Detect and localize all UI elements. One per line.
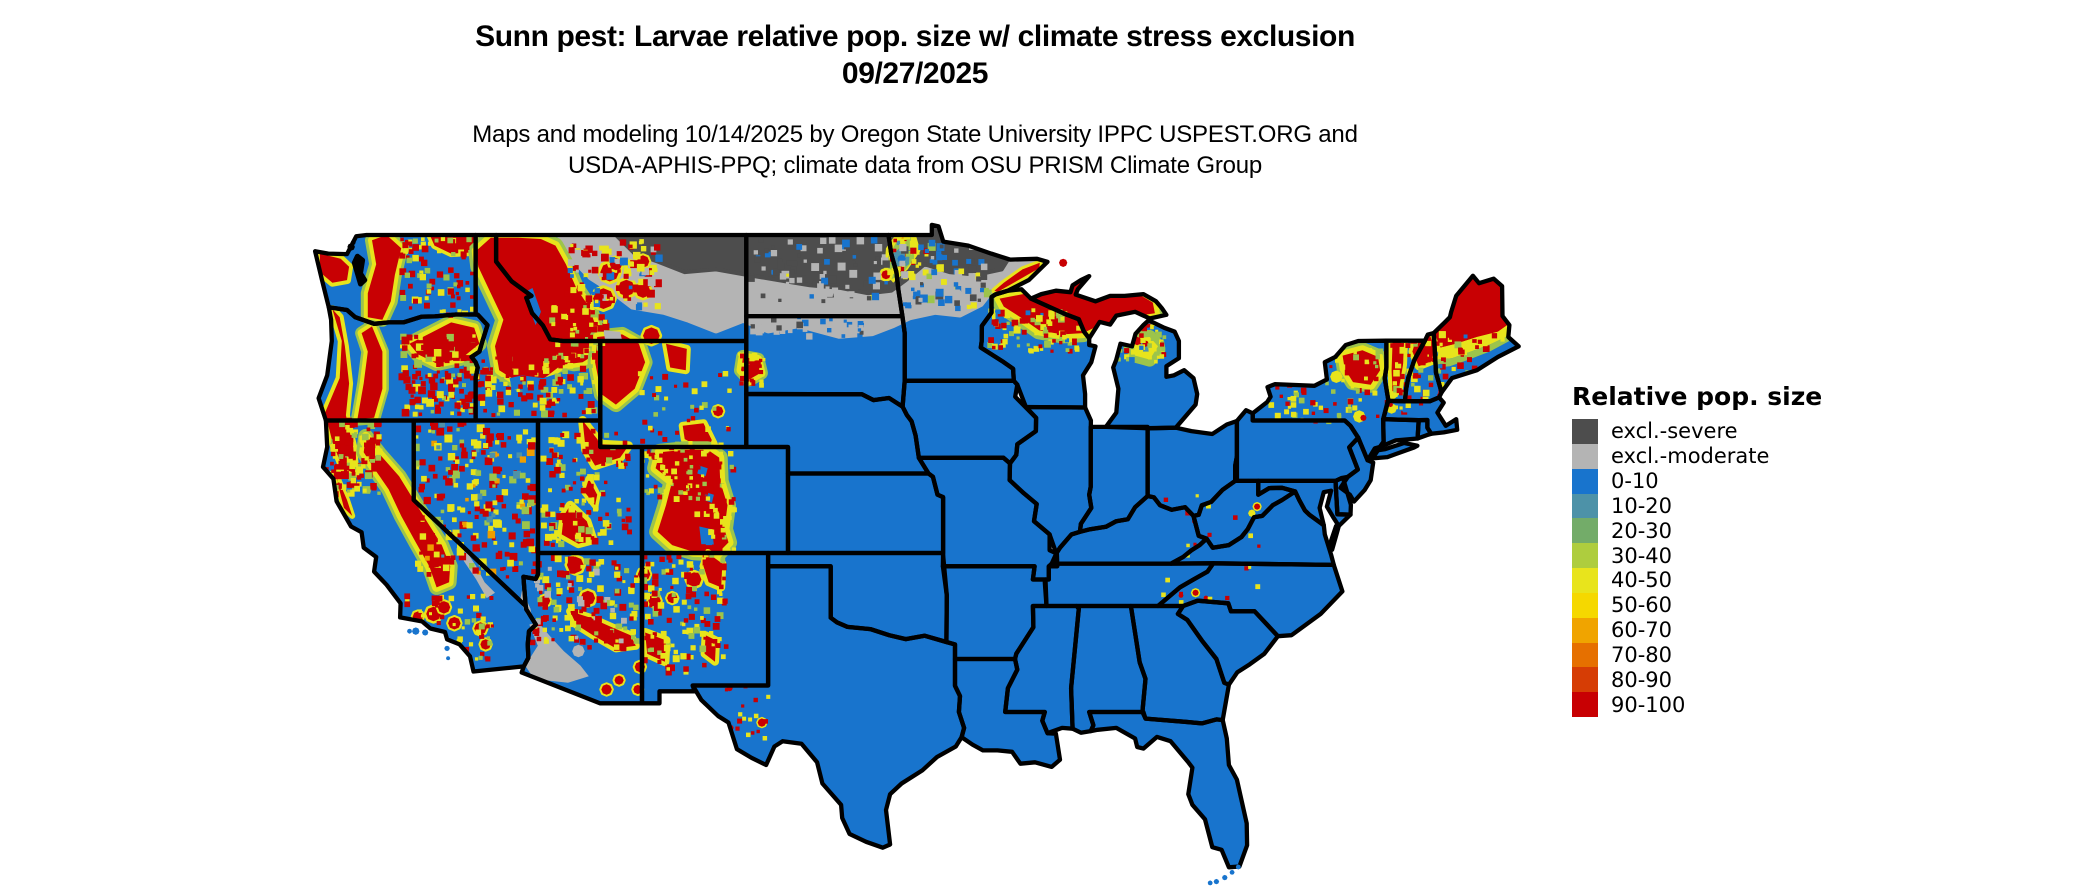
legend-swatch — [1572, 692, 1598, 718]
legend-label: 90-100 — [1611, 692, 1686, 717]
legend-label: 0-10 — [1611, 469, 1659, 494]
legend-swatch — [1572, 592, 1598, 618]
legend-swatch — [1572, 568, 1598, 593]
legend-items: excl.-severe excl.-moderate 0-10 10-20 20-30… — [1572, 419, 1822, 718]
map-title-date: 09/27/2025 — [841, 57, 989, 90]
legend-title: Relative pop. size — [1572, 382, 1823, 411]
legend-swatch — [1572, 617, 1598, 643]
legend-item: excl.-moderate — [1572, 443, 1822, 469]
legend-swatch — [1572, 667, 1598, 693]
legend-item: 10-20 — [1572, 493, 1822, 519]
legend-swatch — [1572, 518, 1598, 544]
legend-item: 30-40 — [1572, 543, 1822, 569]
legend-label: 80-90 — [1611, 667, 1673, 692]
legend-label: 40-50 — [1611, 568, 1673, 593]
legend-item: 60-70 — [1572, 617, 1822, 643]
legend-label: 70-80 — [1611, 643, 1673, 668]
legend-swatch — [1572, 443, 1598, 469]
legend-label: excl.-severe — [1611, 419, 1738, 444]
legend-swatch — [1572, 543, 1598, 569]
subtitle-block: Maps and modeling 10/14/2025 by Oregon S… — [260, 119, 1570, 181]
legend: Relative pop. size excl.-severe excl.-mod… — [1572, 382, 1823, 718]
title-block: Sunn pest: Larvae relative pop. size w/ … — [260, 18, 1570, 92]
map-title-line1: Sunn pest: Larvae relative pop. size w/ … — [475, 20, 1355, 53]
legend-item: 50-60 — [1572, 592, 1822, 618]
legend-swatch — [1572, 419, 1598, 444]
legend-label: excl.-moderate — [1611, 444, 1770, 469]
legend-label: 10-20 — [1611, 493, 1673, 518]
legend-item: 40-50 — [1572, 568, 1822, 593]
state-borders — [312, 222, 1521, 870]
legend-swatch — [1572, 642, 1598, 668]
legend-label: 30-40 — [1611, 543, 1673, 568]
legend-label: 50-60 — [1611, 593, 1673, 618]
legend-item: 0-10 — [1572, 468, 1822, 494]
legend-label: 20-30 — [1611, 518, 1673, 543]
water-and-islands — [347, 239, 1241, 886]
legend-item: 20-30 — [1572, 518, 1822, 544]
legend-label: 60-70 — [1611, 618, 1673, 643]
legend-swatch — [1572, 468, 1598, 494]
legend-swatch — [1572, 493, 1598, 519]
legend-item: 90-100 — [1572, 692, 1822, 718]
map-subtitle-line1: Maps and modeling 10/14/2025 by Oregon S… — [472, 121, 1358, 148]
legend-item: 80-90 — [1572, 667, 1822, 693]
legend-item: 70-80 — [1572, 642, 1822, 668]
legend-item: excl.-severe — [1572, 419, 1822, 444]
map-subtitle-line2: USDA-APHIS-PPQ; climate data from OSU PR… — [567, 152, 1263, 179]
